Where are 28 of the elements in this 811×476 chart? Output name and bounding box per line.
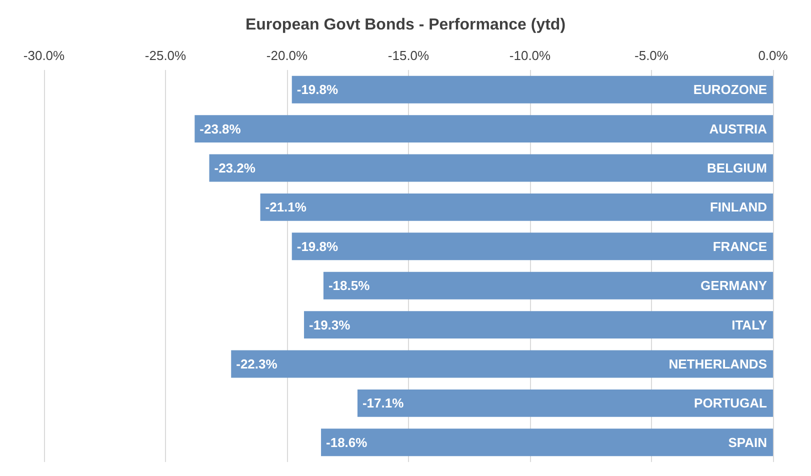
y-tick-label: FRANCE: [712, 238, 768, 254]
y-tick-label: ITALY: [732, 317, 768, 332]
data-label: -19.3%: [309, 317, 351, 332]
y-tick-label: EUROZONE: [693, 82, 768, 98]
y-tick-label: GERMANY: [700, 278, 768, 294]
x-tick-label: -5.0%: [634, 48, 669, 63]
data-label: -23.8%: [200, 121, 242, 136]
x-tick-label: -30.0%: [23, 48, 66, 63]
data-label: -22.3%: [236, 356, 278, 372]
x-tick-label: 0.0%: [758, 48, 788, 63]
chart-title: European Govt Bonds - Performance (ytd): [245, 16, 566, 34]
y-tick-label: BELGIUM: [707, 160, 767, 176]
x-tick-label: -20.0%: [266, 48, 308, 63]
x-tick-label: -25.0%: [144, 48, 187, 63]
data-label: -19.8%: [296, 238, 338, 254]
x-tick-label: -15.0%: [388, 48, 430, 63]
y-tick-label: NETHERLANDS: [668, 356, 768, 372]
data-label: -21.1%: [265, 200, 307, 215]
y-tick-label: SPAIN: [728, 434, 767, 450]
y-tick-label: FINLAND: [710, 200, 767, 215]
data-label: -18.6%: [326, 434, 368, 450]
data-label: -18.5%: [328, 278, 370, 294]
x-tick-label: -10.0%: [509, 48, 552, 63]
y-tick-label: AUSTRIA: [709, 121, 768, 136]
data-label: -19.8%: [296, 82, 338, 98]
data-label: -23.2%: [214, 160, 256, 176]
y-tick-label: PORTUGAL: [694, 396, 768, 411]
data-label: -17.1%: [362, 396, 404, 411]
